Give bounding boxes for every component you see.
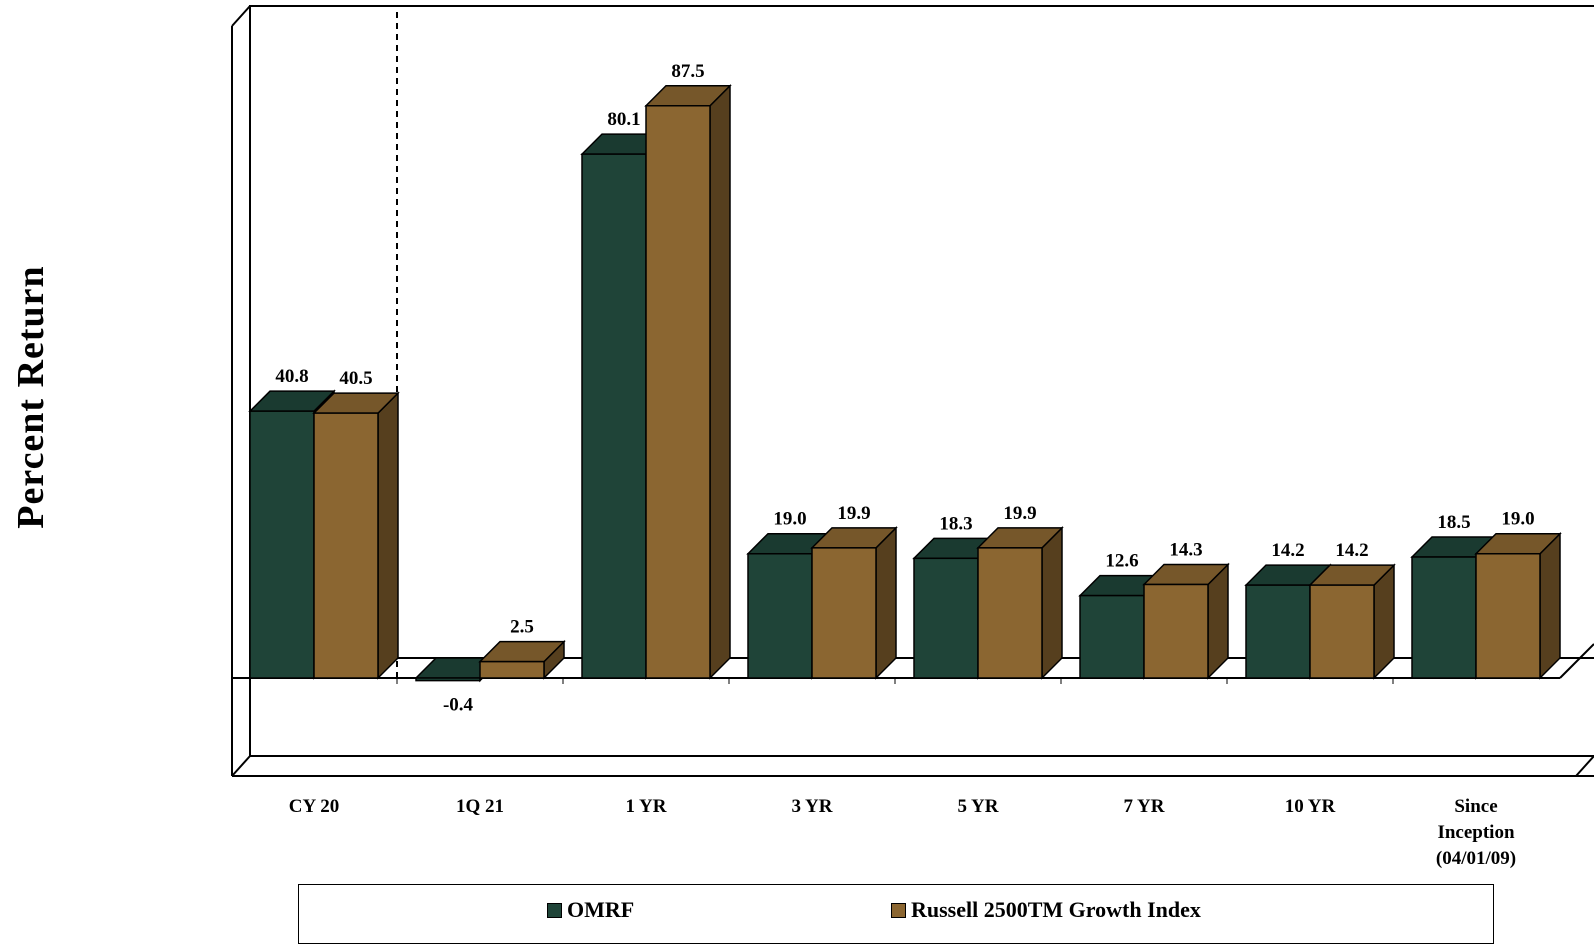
category-labels: CY 20 1Q 21 1 YR 3 YR 5 YR 7 YR 10 YR Since Ince… (289, 796, 1516, 869)
data-label: 40.8 (275, 366, 308, 387)
data-label: 12.6 (1105, 551, 1138, 572)
bar-front (1245, 584, 1311, 679)
category-label: Since Inception (04/01/09) (1436, 796, 1516, 869)
legend-swatch-russell (891, 902, 906, 918)
legend-label-russell: Russell 2500TM Growth Index (911, 897, 1201, 922)
data-label: 19.0 (1501, 509, 1534, 530)
bar-russell-3 (810, 526, 898, 680)
bar-front (747, 552, 813, 679)
bar-russell-7 (1474, 531, 1562, 680)
bar-front (415, 677, 481, 682)
value-labels: 40.8 40.5 -0.4 2.5 80.1 87.5 19.0 19.9 18.3 19.9 1… (275, 61, 1534, 716)
bar-russell-1 (478, 639, 566, 680)
data-label: 14.3 (1169, 539, 1202, 560)
bar-side (875, 526, 897, 680)
category-label: CY 20 (289, 796, 340, 817)
bar-side (709, 83, 731, 680)
category-label: 1 YR (626, 796, 667, 817)
bar-front (1309, 584, 1375, 679)
legend-item-omrf: OMRF (547, 897, 634, 923)
top-left-edge (231, 5, 251, 27)
bar-front (811, 547, 877, 679)
floor-left-edge (231, 755, 251, 777)
bar-front (1143, 583, 1209, 679)
floor-right-edge (1575, 755, 1594, 777)
zero-right-edge (1559, 643, 1594, 679)
bar-russell-2 (644, 83, 732, 680)
data-label: 40.5 (339, 368, 372, 389)
data-label: 14.2 (1271, 540, 1304, 561)
bar-russell-6 (1308, 563, 1396, 680)
bar-front (581, 153, 647, 679)
category-label: 7 YR (1124, 796, 1165, 817)
data-label: 87.5 (671, 61, 704, 82)
data-label: -0.4 (443, 695, 474, 716)
bar-front (1079, 594, 1145, 679)
back-wall (249, 5, 1594, 757)
category-label: 10 YR (1285, 796, 1336, 817)
legend-label-omrf: OMRF (567, 897, 635, 922)
bar-front (645, 105, 711, 679)
data-label: 18.5 (1437, 512, 1470, 533)
y-axis-label: Percent Return (10, 265, 52, 528)
data-label: 19.0 (773, 509, 806, 530)
bar-front (249, 410, 315, 679)
bar-side (1539, 531, 1561, 680)
bar-side (1041, 526, 1063, 680)
bar-russell-0 (312, 391, 400, 680)
data-label: 19.9 (837, 503, 870, 524)
bar-front (913, 557, 979, 679)
bars (248, 83, 1562, 683)
bar-front (313, 412, 379, 679)
data-label: 19.9 (1003, 503, 1036, 524)
data-label: 14.2 (1335, 540, 1368, 561)
category-label: 1Q 21 (456, 796, 504, 817)
data-label: 80.1 (607, 109, 640, 130)
data-label: 2.5 (510, 617, 534, 638)
bar-russell-5 (1142, 562, 1230, 680)
legend: OMRF Russell 2500TM Growth Index (298, 884, 1494, 944)
legend-swatch-omrf (547, 902, 562, 918)
bar-front (977, 547, 1043, 679)
bar-front (479, 660, 545, 679)
legend-item-russell: Russell 2500TM Growth Index (891, 897, 1201, 923)
bar-side (377, 391, 399, 680)
bar-front (1475, 552, 1541, 679)
category-label: 5 YR (958, 796, 999, 817)
bar-russell-4 (976, 526, 1064, 680)
data-label: 18.3 (939, 513, 972, 534)
bar-front (1411, 556, 1477, 679)
category-label: 3 YR (792, 796, 833, 817)
